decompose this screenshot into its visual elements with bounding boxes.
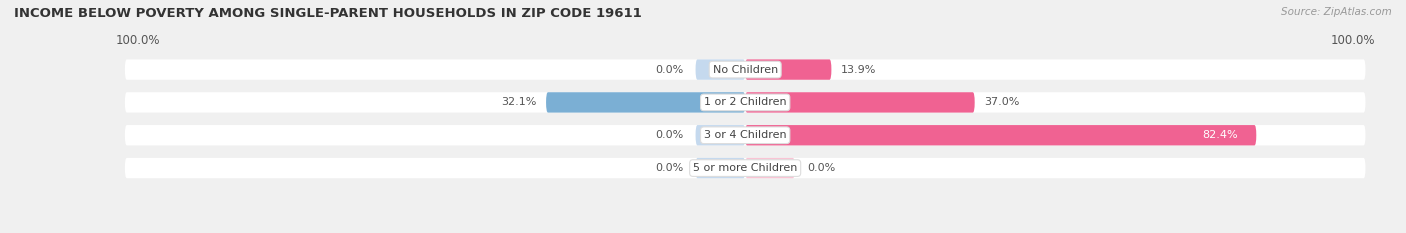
Text: 37.0%: 37.0% (984, 97, 1019, 107)
Text: INCOME BELOW POVERTY AMONG SINGLE-PARENT HOUSEHOLDS IN ZIP CODE 19611: INCOME BELOW POVERTY AMONG SINGLE-PARENT… (14, 7, 641, 20)
FancyBboxPatch shape (125, 92, 1365, 113)
Text: 1 or 2 Children: 1 or 2 Children (704, 97, 786, 107)
FancyBboxPatch shape (696, 59, 745, 80)
FancyBboxPatch shape (125, 125, 1365, 145)
FancyBboxPatch shape (546, 92, 745, 113)
Text: 82.4%: 82.4% (1202, 130, 1237, 140)
FancyBboxPatch shape (745, 59, 831, 80)
FancyBboxPatch shape (745, 125, 1257, 145)
Text: 100.0%: 100.0% (115, 34, 160, 47)
FancyBboxPatch shape (696, 158, 745, 178)
Text: 3 or 4 Children: 3 or 4 Children (704, 130, 786, 140)
Text: 0.0%: 0.0% (655, 163, 683, 173)
Text: 32.1%: 32.1% (502, 97, 537, 107)
Text: Source: ZipAtlas.com: Source: ZipAtlas.com (1281, 7, 1392, 17)
FancyBboxPatch shape (125, 158, 1365, 178)
Text: 0.0%: 0.0% (807, 163, 835, 173)
FancyBboxPatch shape (696, 125, 745, 145)
Text: 13.9%: 13.9% (841, 65, 876, 75)
FancyBboxPatch shape (745, 92, 974, 113)
FancyBboxPatch shape (745, 158, 794, 178)
Text: 0.0%: 0.0% (655, 130, 683, 140)
Text: No Children: No Children (713, 65, 778, 75)
FancyBboxPatch shape (125, 59, 1365, 80)
Text: 0.0%: 0.0% (655, 65, 683, 75)
Text: 100.0%: 100.0% (1330, 34, 1375, 47)
Text: 5 or more Children: 5 or more Children (693, 163, 797, 173)
